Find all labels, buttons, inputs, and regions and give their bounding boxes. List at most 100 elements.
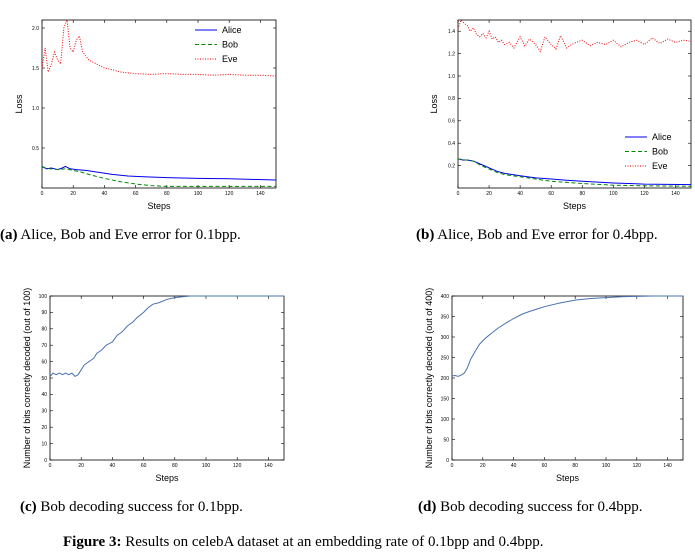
caption-b: (b) Alice, Bob and Eve error for 0.4bpp.: [416, 226, 658, 244]
caption-a-text: Alice, Bob and Eve error for 0.1bpp.: [17, 227, 241, 243]
y-tick-label: 0.5: [32, 146, 39, 152]
x-tick-label: 100: [202, 463, 211, 469]
y-tick-label: 2.0: [32, 26, 39, 32]
y-tick-label: 1.0: [448, 74, 455, 80]
legend-label: Eve: [222, 54, 238, 64]
y-tick-label: 150: [441, 396, 450, 402]
y-tick-label: 50: [41, 376, 47, 382]
x-tick-label: 40: [511, 463, 517, 469]
plot-frame: [451, 295, 684, 461]
caption-d-text: Bob decoding success for 0.4bpp.: [436, 499, 643, 515]
x-tick-label: 140: [671, 191, 680, 197]
figure-caption-tag: Figure 3:: [63, 534, 122, 550]
x-tick-label: 120: [233, 463, 242, 469]
series-line-eve: [41, 19, 277, 77]
x-tick-label: 60: [141, 463, 147, 469]
legend-label: Alice: [652, 132, 672, 142]
series-line-bob: [41, 166, 276, 187]
legend-label: Bob: [652, 147, 668, 157]
y-tick-label: 1.5: [32, 66, 39, 72]
caption-d: (d) Bob decoding success for 0.4bpp.: [418, 498, 643, 516]
y-axis-label: Loss: [14, 94, 24, 114]
y-tick-label: 90: [41, 310, 47, 316]
series-line-bob: [457, 158, 692, 187]
legend-label: Alice: [222, 25, 242, 35]
y-tick-label: 30: [41, 409, 47, 415]
x-tick-label: 0: [451, 463, 454, 469]
series-line-alice: [41, 165, 277, 181]
y-tick-label: 1.0: [32, 106, 39, 112]
legend-label: Bob: [222, 40, 238, 50]
y-tick-label: 0.2: [448, 163, 455, 169]
x-tick-label: 20: [486, 191, 492, 197]
x-tick-label: 100: [602, 463, 611, 469]
chart-d: 0 20 40 60 80 100 120 140 0 50 100 150 200 250 300 350 4…: [424, 288, 684, 483]
x-tick-label: 80: [572, 463, 578, 469]
x-tick-label: 80: [172, 463, 178, 469]
x-tick-label: 0: [41, 191, 44, 197]
y-tick-label: 100: [39, 294, 48, 300]
y-tick-label: 100: [441, 417, 450, 423]
y-tick-label: 80: [41, 327, 47, 333]
y-tick-label: 40: [41, 392, 47, 398]
x-tick-label: 20: [480, 463, 486, 469]
x-axis-label: Steps: [147, 201, 171, 211]
x-tick-label: 60: [133, 191, 139, 197]
x-tick-label: 140: [256, 191, 265, 197]
x-tick-label: 40: [517, 191, 523, 197]
series-line: [451, 295, 683, 377]
x-tick-label: 60: [548, 191, 554, 197]
x-tick-label: 20: [70, 191, 76, 197]
series-line: [49, 295, 284, 378]
x-tick-label: 100: [194, 191, 203, 197]
legend: Alice Bob Eve: [195, 25, 242, 64]
y-tick-label: 50: [443, 437, 449, 443]
y-tick-label: 70: [41, 343, 47, 349]
chart-b: 0 20 40 60 80 100 120 140 0.2 0.4 0.6 0.8 1.0 1.2 1.4 S…: [429, 19, 692, 211]
y-tick-label: 60: [41, 359, 47, 365]
x-tick-label: 120: [225, 191, 234, 197]
x-tick-label: 40: [110, 463, 116, 469]
x-tick-label: 80: [579, 191, 585, 197]
y-tick-label: 0: [446, 458, 449, 464]
chart-a: 0 20 40 60 80 100 120 140 0.5 1.0 1.5 2.0 Steps Loss A…: [14, 19, 277, 211]
series-line-eve: [457, 19, 692, 53]
y-axis-label: Loss: [429, 94, 439, 114]
y-tick-label: 400: [441, 294, 450, 300]
y-axis-label: Number of bits correctly decoded (out of…: [424, 288, 434, 469]
plot-frame: [41, 19, 277, 189]
y-tick-label: 300: [441, 335, 450, 341]
caption-a-tag: (a): [0, 227, 18, 243]
plot-frame: [49, 295, 285, 461]
chart-c: 0 20 40 60 80 100 120 140 0 10 20 30 40 50 60 70 80 90 100…: [22, 288, 285, 483]
caption-d-tag: (d): [418, 499, 437, 515]
y-tick-label: 10: [41, 441, 47, 447]
x-axis-label: Steps: [155, 473, 179, 483]
y-axis-label: Number of bits correctly decoded (out of…: [22, 288, 32, 469]
y-tick-label: 0.6: [448, 119, 455, 125]
x-axis-label: Steps: [556, 473, 580, 483]
caption-b-text: Alice, Bob and Eve error for 0.4bpp.: [434, 227, 658, 243]
x-axis-label: Steps: [563, 201, 587, 211]
x-tick-label: 120: [633, 463, 642, 469]
x-tick-label: 60: [542, 463, 548, 469]
legend: Alice Bob Eve: [625, 132, 672, 171]
x-tick-label: 0: [457, 191, 460, 197]
plot-frame: [457, 19, 692, 189]
caption-b-tag: (b): [416, 227, 435, 243]
caption-a: (a) Alice, Bob and Eve error for 0.1bpp.: [0, 226, 241, 244]
caption-c-tag: (c): [20, 499, 37, 515]
y-tick-label: 0.8: [448, 96, 455, 102]
x-tick-label: 0: [49, 463, 52, 469]
x-tick-label: 40: [102, 191, 108, 197]
x-tick-label: 80: [164, 191, 170, 197]
figure-caption: Figure 3: Results on celebA dataset at a…: [63, 533, 543, 551]
y-tick-label: 250: [441, 355, 450, 361]
x-tick-label: 140: [663, 463, 672, 469]
y-tick-label: 1.2: [448, 51, 455, 57]
y-tick-label: 1.4: [448, 29, 455, 35]
x-tick-label: 20: [78, 463, 84, 469]
legend-label: Eve: [652, 161, 668, 171]
caption-c-text: Bob decoding success for 0.1bpp.: [36, 499, 243, 515]
